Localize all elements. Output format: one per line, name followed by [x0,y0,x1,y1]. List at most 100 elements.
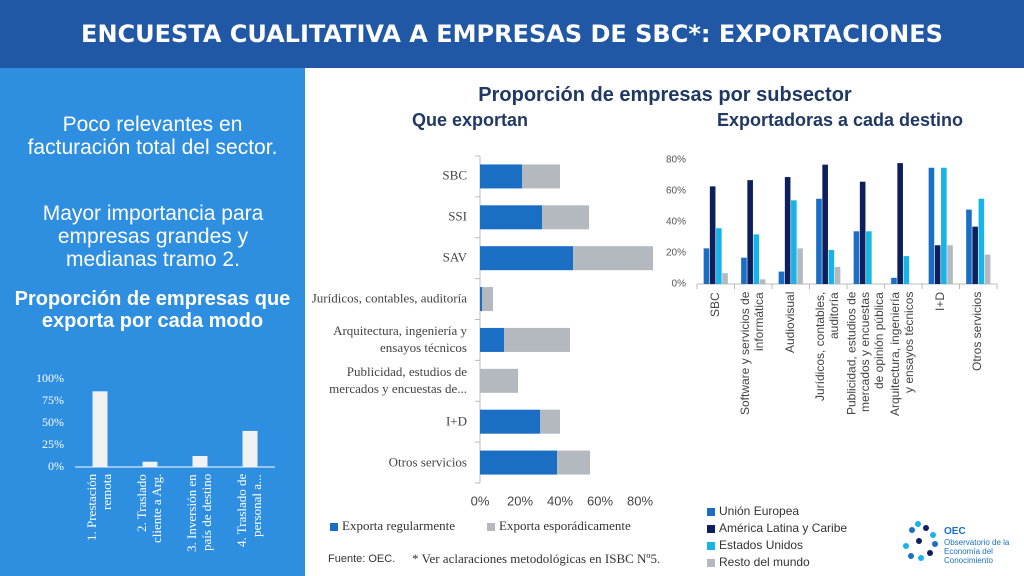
x-tick-label: 20% [507,493,533,508]
header-band [0,0,1024,68]
bar [972,226,978,284]
page-title: ENCUESTA CUALITATIVA A EMPRESAS DE SBC*:… [81,20,943,48]
y-tick-label: 20% [666,248,686,259]
bar [703,248,710,284]
bar [934,245,941,284]
logo-dot [908,553,914,559]
legend-swatch [707,525,715,533]
y-tick-label: 25% [42,437,64,451]
bar [903,256,910,284]
legend-swatch [707,559,715,567]
legend-swatch [707,542,715,550]
x-tick-label: 80% [627,493,653,508]
y-tick-label: SBC [442,167,467,183]
logo-dot [915,521,921,527]
bar-segment [480,287,482,312]
logo-dot [932,541,938,547]
logo-dot [916,538,922,544]
x-tick-label: Publicidad, estudios de mercados y encue… [844,292,886,416]
y-tick-label: Jurídicos, contables, auditoría [311,290,467,306]
bar [859,181,866,284]
y-tick-label: Publicidad, estudios de mercados y encue… [329,363,467,396]
source-note: Fuente: OEC. [328,553,396,565]
summary-text: Poco relevantes en facturación total del… [27,113,278,159]
y-tick-label: 40% [666,217,686,228]
x-tick-label: Audiovisual [782,292,797,354]
y-tick-label: Arquitectura, ingeniería y ensayos técni… [333,323,467,355]
y-tick-label: 60% [666,186,686,197]
bar [828,249,835,284]
bar [978,198,985,284]
bar [142,461,158,467]
x-tick-label: 4. Traslado de personal a... [234,474,264,548]
bar-segment [480,246,573,271]
y-tick-label: I+D [445,413,467,429]
legend-label: Exporta esporádicamente [499,518,631,533]
bar-segment [573,246,653,271]
bar [816,198,822,284]
bar [791,200,797,284]
bar [866,231,872,284]
bar [242,430,258,467]
bar [778,271,785,284]
summary-text: Mayor importancia para empresas grandes … [42,202,264,271]
legend-label: Resto del mundo [719,555,810,569]
bar [947,245,953,284]
left-panel [0,68,305,576]
logo-dot [903,543,909,549]
bar [797,248,803,284]
x-tick-label: 3. Inversión en país de destino [184,474,214,552]
bar [747,180,753,284]
legend-label: Exporta regularmente [342,518,455,533]
bar-segment [480,164,522,189]
logo-dot [930,532,936,538]
bar [784,177,791,284]
legend-label: América Latina y Caribe [719,521,847,535]
bar [709,186,716,284]
bar [897,163,903,284]
legend-swatch [707,508,715,516]
y-tick-label: Otros servicios [388,454,467,470]
logo-acronym: OEC [944,526,966,537]
legend-swatch [330,523,338,531]
legend-label: Unión Europea [719,504,799,518]
logo-mark [903,521,938,561]
bar [928,167,935,284]
bar [192,456,208,467]
bar-segment [542,205,589,230]
x-tick-label: 1. Prestación remota [84,474,114,542]
chart-title: Exportadoras a cada destino [716,110,964,130]
bar [741,257,747,284]
logo-name: Observatorio de la Economía del Conocimi… [944,538,1010,565]
x-tick-label: 40% [547,493,573,508]
logo-dot [923,525,929,531]
x-tick-label: Arquitectura, ingeniería y ensayos técni… [888,292,917,417]
x-tick-label: Software y servicios de informática [738,292,767,416]
bar-segment [480,409,540,434]
bar [822,164,828,284]
bar [834,266,841,284]
bar [759,279,766,284]
logo-dot [918,555,924,561]
bar [853,231,860,284]
legend-swatch [487,523,495,531]
y-tick-label: 0% [48,459,64,473]
bar-segment [480,368,518,393]
x-tick-label: SBC [707,292,722,317]
section-title: Proporción de empresas por subsector [478,84,852,106]
method-note: * Ver aclaraciones metodológicas en ISBC… [412,551,661,566]
bar [92,391,108,467]
logo-dot [909,527,915,533]
bar-segment [482,287,493,312]
chart-title: Proporción de empresas que exporta por c… [14,288,291,332]
x-tick-label: Jurídicos, contables, auditoría [813,292,842,402]
bar-segment [522,164,560,189]
x-tick-label: 0% [471,493,490,508]
bar [716,228,722,284]
y-tick-label: SAV [442,249,467,265]
bar [753,234,760,284]
bar [941,167,947,284]
x-tick-label: 2. Traslado cliente a Arg. [134,474,164,544]
